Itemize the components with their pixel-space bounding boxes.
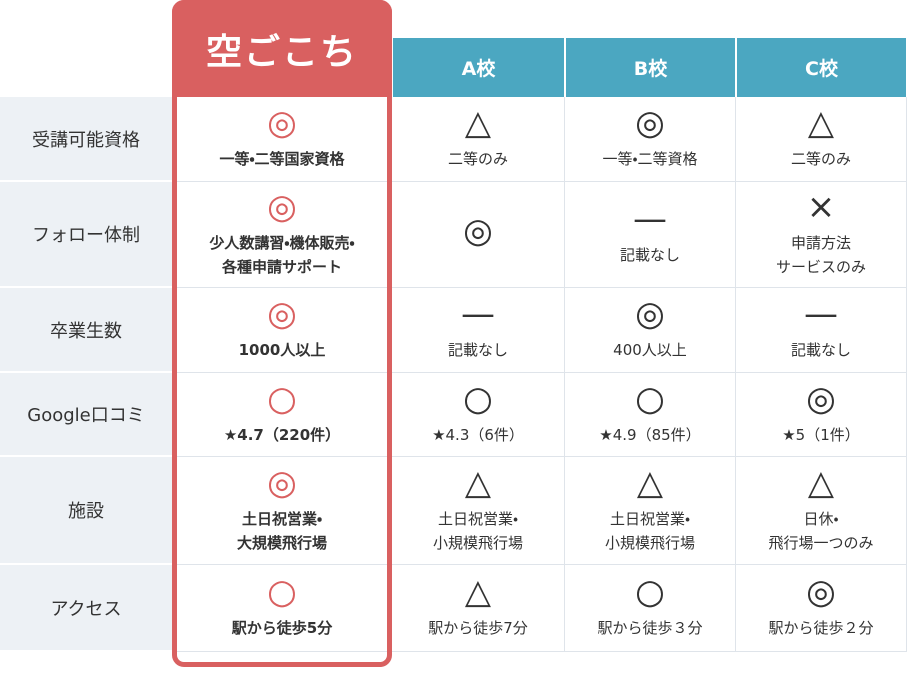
- cell-text: 二等のみ: [447, 150, 508, 169]
- cell-text: 400人以上: [613, 341, 687, 360]
- cell: ○ 駅から徒歩5分: [172, 565, 392, 652]
- cell-text: 記載なし: [790, 341, 851, 360]
- rating-symbol: △: [636, 463, 664, 504]
- cell-text: 申請方法 サービスのみ: [775, 234, 866, 276]
- cell: ◎ 駅から徒歩２分: [736, 565, 907, 652]
- cell-text: 土日祝営業・ 小規模飛行場: [604, 510, 695, 552]
- cell: △ 駅から徒歩7分: [392, 565, 565, 652]
- rating-symbol: ◎: [635, 294, 665, 335]
- cell-text: 一等・二等国家資格: [219, 150, 345, 169]
- rating-symbol: ◎: [635, 103, 665, 144]
- row-label: Google口コミ: [0, 373, 172, 457]
- cell-text: 駅から徒歩３分: [597, 619, 703, 638]
- cell: ◎ 400人以上: [565, 288, 736, 373]
- rating-symbol: △: [464, 572, 492, 613]
- rating-symbol: ◎: [463, 210, 493, 251]
- rating-symbol: ◎: [267, 463, 297, 504]
- cell: △ 二等のみ: [392, 97, 565, 182]
- cell-text: 一等・二等資格: [602, 150, 698, 169]
- rating-symbol: △: [807, 463, 835, 504]
- column-header: A校: [393, 38, 564, 97]
- rating-symbol: —: [633, 198, 667, 239]
- rating-symbol: —: [461, 294, 495, 335]
- cell: ◎ ★5（1件）: [736, 373, 907, 457]
- row-label: 施設: [0, 457, 172, 565]
- column-header: C校: [737, 38, 906, 97]
- cell: △ 日休・ 飛行場一つのみ: [736, 457, 907, 565]
- cell-text: 駅から徒歩5分: [231, 619, 333, 638]
- cell-text: ★4.7（220件）: [223, 425, 341, 444]
- cell: ○ 駅から徒歩３分: [565, 565, 736, 652]
- row-label: フォロー体制: [0, 182, 172, 288]
- cell-text: 少人数講習・機体販売・ 各種申請サポート: [209, 234, 355, 276]
- cell: × 申請方法 サービスのみ: [736, 182, 907, 288]
- rating-symbol: ◎: [267, 187, 297, 228]
- cell-text: 土日祝営業・ 大規模飛行場: [236, 510, 327, 552]
- rating-symbol: —: [804, 294, 838, 335]
- cell: ◎ 土日祝営業・ 大規模飛行場: [172, 457, 392, 565]
- cell-text: 駅から徒歩7分: [428, 619, 528, 638]
- cell: ◎ 1000人以上: [172, 288, 392, 373]
- rating-symbol: ◎: [806, 378, 836, 419]
- cell: — 記載なし: [392, 288, 565, 373]
- cell-text: ★4.3（6件）: [432, 425, 524, 444]
- featured-header: 空ごこち: [172, 0, 392, 97]
- cell: — 記載なし: [736, 288, 907, 373]
- cell-text: 記載なし: [447, 341, 508, 360]
- rating-symbol: ◎: [806, 572, 836, 613]
- cell: △ 土日祝営業・ 小規模飛行場: [565, 457, 736, 565]
- rating-symbol: ◎: [267, 294, 297, 335]
- rating-symbol: △: [807, 103, 835, 144]
- row-label: 卒業生数: [0, 288, 172, 373]
- column-header: B校: [566, 38, 735, 97]
- rating-symbol: △: [464, 103, 492, 144]
- rating-symbol: ○: [267, 572, 297, 613]
- rating-symbol: ○: [635, 572, 665, 613]
- cell-text: 駅から徒歩２分: [768, 619, 874, 638]
- cell: △ 土日祝営業・ 小規模飛行場: [392, 457, 565, 565]
- row-label: アクセス: [0, 565, 172, 652]
- cell: ○ ★4.7（220件）: [172, 373, 392, 457]
- cell: ◎ 少人数講習・機体販売・ 各種申請サポート: [172, 182, 392, 288]
- cell-text: ★4.9（85件）: [599, 425, 701, 444]
- cell-text: 1000人以上: [238, 341, 326, 360]
- rating-symbol: ◎: [267, 103, 297, 144]
- cell-text: 日休・ 飛行場一つのみ: [768, 510, 874, 552]
- rating-symbol: ○: [463, 378, 493, 419]
- rating-symbol: △: [464, 463, 492, 504]
- rating-symbol: ○: [635, 378, 665, 419]
- cell-text: 土日祝営業・ 小規模飛行場: [432, 510, 523, 552]
- cell: ○ ★4.3（6件）: [392, 373, 565, 457]
- cell-text: 二等のみ: [790, 150, 851, 169]
- cell: ◎ 一等・二等国家資格: [172, 97, 392, 182]
- cell-text: ★5（1件）: [782, 425, 860, 444]
- cell: ○ ★4.9（85件）: [565, 373, 736, 457]
- cell: ◎ 一等・二等資格: [565, 97, 736, 182]
- row-label: 受講可能資格: [0, 97, 172, 182]
- rating-symbol: ×: [806, 187, 836, 228]
- cell: — 記載なし: [565, 182, 736, 288]
- rating-symbol: ○: [267, 378, 297, 419]
- cell-text: 記載なし: [619, 245, 680, 264]
- cell: ◎: [392, 182, 565, 288]
- cell: △ 二等のみ: [736, 97, 907, 182]
